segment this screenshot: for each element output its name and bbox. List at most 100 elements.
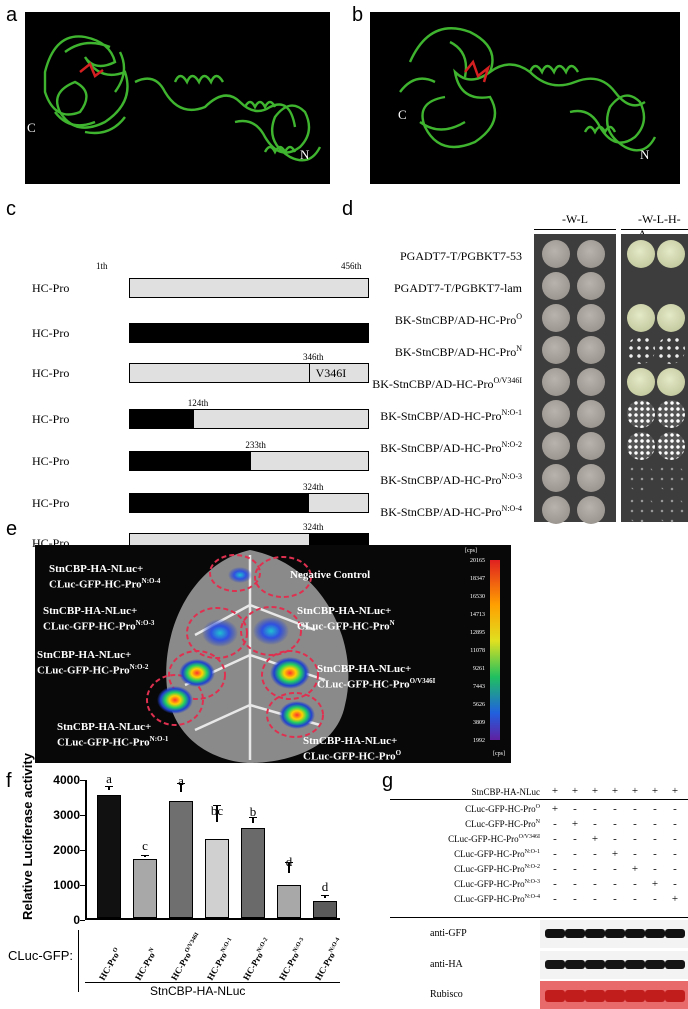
g-sign: - xyxy=(593,848,597,860)
construct-row: HC-Pro xyxy=(32,278,372,300)
g-sign: - xyxy=(553,878,557,890)
g-sign: + xyxy=(591,785,599,797)
c-terminus-label-b: C xyxy=(398,107,407,122)
luciferase-bar xyxy=(97,794,121,918)
blot-label: Rubisco xyxy=(430,989,463,1000)
blot-band xyxy=(665,929,685,938)
scale-tick: 5626 xyxy=(473,702,485,708)
g-sign: + xyxy=(671,785,679,797)
scale-tick: 11078 xyxy=(470,648,485,654)
y2h-row: PGADT7-T/PGBKT7-lam xyxy=(232,270,682,304)
g-sign: - xyxy=(633,848,637,860)
blot-label: anti-HA xyxy=(430,959,463,970)
construct-bar xyxy=(129,323,369,343)
construct-name: HC-Pro xyxy=(32,454,70,468)
blot-label: anti-GFP xyxy=(430,928,467,939)
g-sign: + xyxy=(571,818,579,830)
mutation-divider xyxy=(308,364,310,382)
blot-band xyxy=(625,929,645,938)
protein-ribbon-a xyxy=(43,35,322,162)
g-sign: + xyxy=(591,833,599,845)
error-bar xyxy=(105,785,113,791)
g-blot-line xyxy=(390,917,688,918)
construct-bar xyxy=(129,409,369,429)
structure-a: C N xyxy=(25,12,330,184)
colony-wlha xyxy=(657,464,685,492)
construct-row: HC-Pro 233th xyxy=(32,440,372,473)
g-sign: - xyxy=(613,863,617,875)
blot-band xyxy=(565,990,585,1002)
g-construct-label: CLuc-GFP-HC-ProN:O-4 xyxy=(454,894,540,904)
nicotiana-region xyxy=(130,494,309,512)
blot-band xyxy=(665,990,685,1002)
g-sign: - xyxy=(573,878,577,890)
g-sign: - xyxy=(553,818,557,830)
colony-wlha xyxy=(657,432,685,460)
colony-wlha xyxy=(627,432,655,460)
g-sign: + xyxy=(631,863,639,875)
g-sign: - xyxy=(613,893,617,905)
colony-wl xyxy=(542,496,570,524)
position-tick: 346th xyxy=(303,352,324,362)
panel-label-b: b xyxy=(352,4,364,26)
y2h-label: BK-StnCBP/AD-HC-ProN xyxy=(394,344,522,359)
g-sign: + xyxy=(671,893,679,905)
g-sign: - xyxy=(673,863,677,875)
construct-row: HC-Pro xyxy=(32,323,372,345)
group-line xyxy=(85,982,340,983)
luciferase-bar xyxy=(241,828,265,918)
leaf-label-4: StnCBP-HA-NLuc+ CLuc-GFP-HC-ProN xyxy=(297,605,395,633)
blot-band xyxy=(645,960,665,969)
g-construct-label: CLuc-GFP-HC-ProO/V346I xyxy=(448,834,540,844)
luciferase-image: StnCBP-HA-NLuc+ CLuc-GFP-HC-ProN:O-4 Nega… xyxy=(35,545,511,763)
y2h-label: BK-StnCBP/AD-HC-ProN:O-4 xyxy=(380,504,522,519)
y-tick xyxy=(80,920,85,921)
y2h-label: BK-StnCBP/AD-HC-ProN:O-3 xyxy=(380,472,522,487)
scale-tick: 1992 xyxy=(473,738,485,744)
y2h-row: BK-StnCBP/AD-HC-ProN:O-1 xyxy=(232,398,685,432)
leaf-label-5: StnCBP-HA-NLuc+ CLuc-GFP-HC-ProN:O-2 xyxy=(37,649,149,677)
leaf-label-2: Negative Control xyxy=(290,569,371,581)
colony-wlha xyxy=(627,336,655,364)
significance-letter: bc xyxy=(210,802,224,818)
scale-unit-bottom: [cps] xyxy=(493,751,505,757)
nicotiana-region xyxy=(130,410,195,428)
luciferase-bar xyxy=(205,838,229,918)
y2h-label: BK-StnCBP/AD-HC-ProN:O-2 xyxy=(380,440,522,455)
colony-wlha xyxy=(657,496,685,524)
position-tick: 324th xyxy=(303,482,324,492)
position-tick: 324th xyxy=(303,522,324,532)
y2h-row: BK-StnCBP/AD-HC-ProN:O-4 xyxy=(232,494,685,528)
blot-band xyxy=(605,960,625,969)
x-tick-label: HC-ProN:O-3 xyxy=(277,936,306,982)
construct-row: HC-Pro 124th xyxy=(32,398,372,431)
g-sign: - xyxy=(673,833,677,845)
construct-name: HC-Pro xyxy=(32,366,70,380)
plot-area: a c a bc b d d xyxy=(85,771,340,920)
colony-wl xyxy=(577,272,605,300)
g-sign: - xyxy=(653,893,657,905)
colony-wlha xyxy=(657,368,685,396)
colony-wlha xyxy=(657,240,685,268)
x-tick-label: HC-ProO xyxy=(97,946,121,982)
g-sign: - xyxy=(673,878,677,890)
group-label: StnCBP-HA-NLuc xyxy=(150,984,246,998)
x-tick-label: HC-ProN xyxy=(133,946,157,982)
g-sign: + xyxy=(551,785,559,797)
y-tick-label: 3000 xyxy=(53,808,80,822)
colony-wlha xyxy=(627,368,655,396)
g-header-line xyxy=(390,799,688,800)
y-tick xyxy=(80,885,85,886)
g-sign: + xyxy=(611,785,619,797)
blot-band xyxy=(605,990,625,1002)
significance-letter: a xyxy=(178,773,184,789)
significance-letter: a xyxy=(106,771,112,787)
luciferase-bar xyxy=(313,900,337,918)
y-tick-label: 2000 xyxy=(53,843,80,857)
g-construct-label: CLuc-GFP-HC-ProN:O-2 xyxy=(454,864,540,874)
colony-wl xyxy=(577,464,605,492)
blot-band xyxy=(625,990,645,1002)
construct-name: HC-Pro xyxy=(32,496,70,510)
colony-wl xyxy=(577,432,605,460)
significance-letter: d xyxy=(321,878,329,894)
